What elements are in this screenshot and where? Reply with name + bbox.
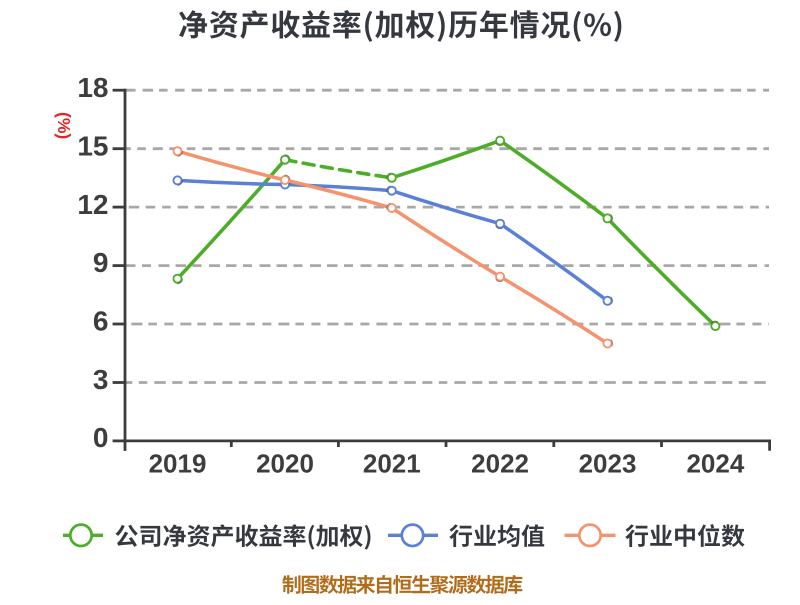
- svg-text:9: 9: [93, 247, 109, 278]
- svg-text:3: 3: [93, 364, 109, 395]
- svg-text:0: 0: [93, 422, 109, 453]
- svg-text:2019: 2019: [149, 448, 207, 478]
- svg-text:(%): (%): [54, 112, 74, 139]
- svg-text:15: 15: [77, 131, 108, 162]
- svg-text:12: 12: [77, 189, 108, 220]
- svg-text:2021: 2021: [363, 448, 421, 478]
- svg-text:2023: 2023: [579, 448, 637, 478]
- svg-text:2020: 2020: [256, 448, 314, 478]
- svg-text:6: 6: [93, 306, 109, 337]
- svg-text:18: 18: [77, 72, 108, 103]
- svg-text:2022: 2022: [471, 448, 529, 478]
- svg-text:2024: 2024: [686, 448, 744, 478]
